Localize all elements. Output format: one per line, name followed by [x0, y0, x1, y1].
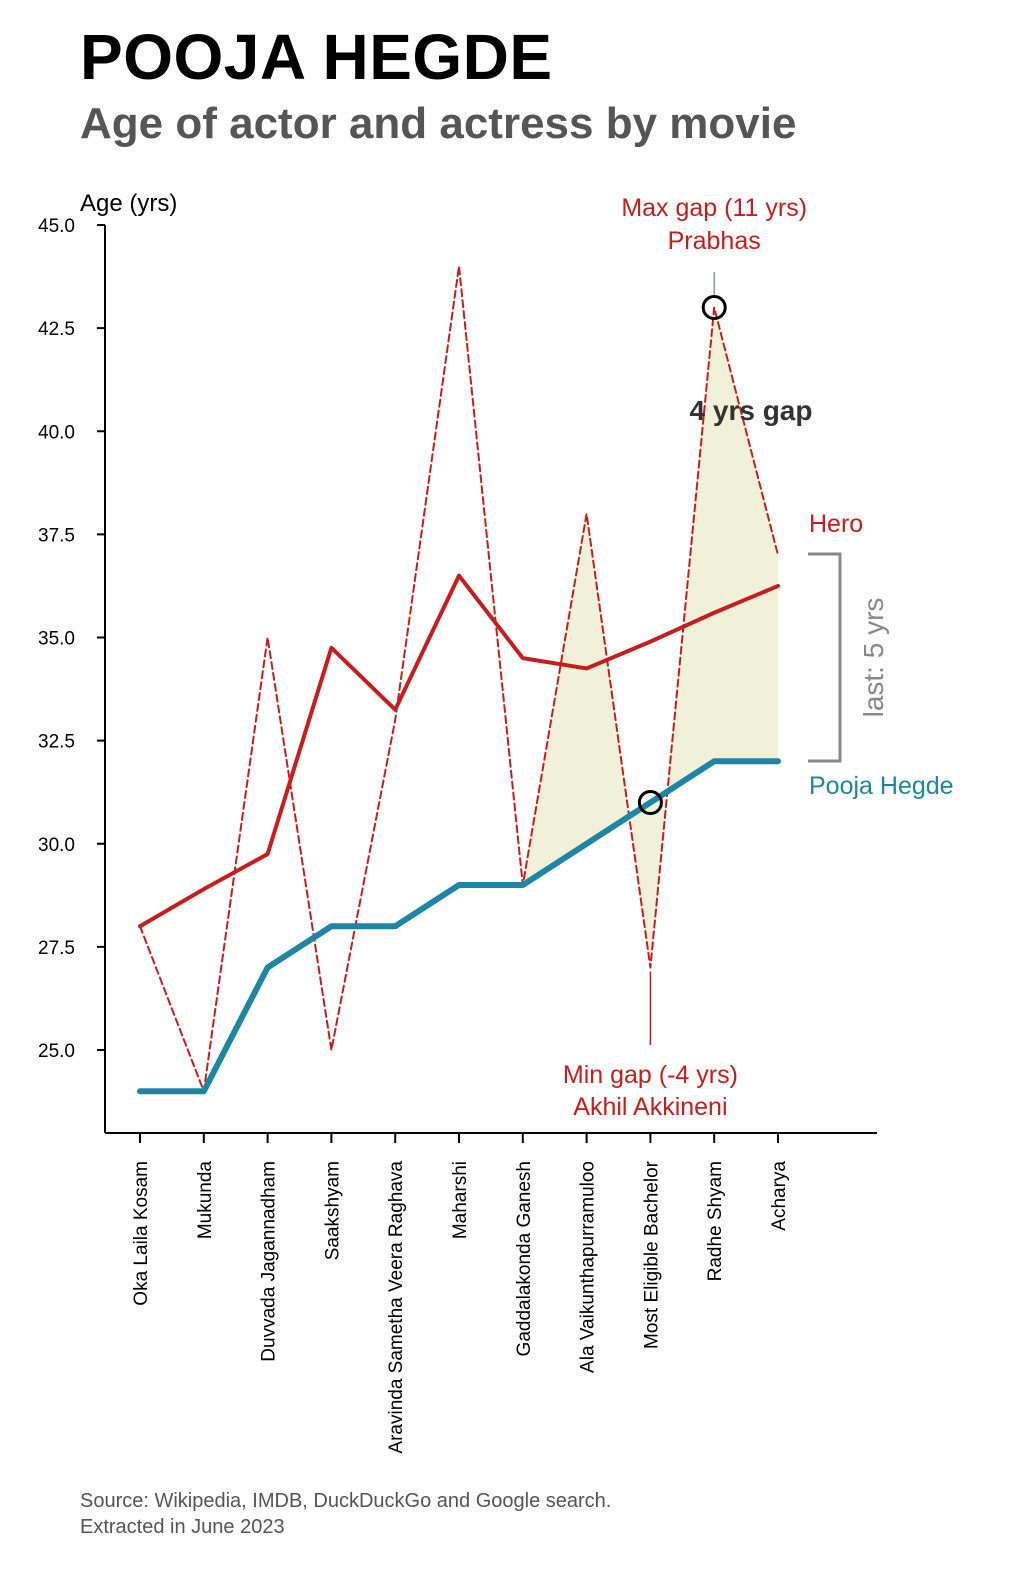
y-tick-label: 35.0	[38, 629, 75, 650]
y-tick-label: 40.0	[38, 422, 75, 443]
min-gap-name: Akhil Akkineni	[573, 1093, 727, 1121]
actress-series-label: Pooja Hegde	[809, 772, 954, 800]
last-gap-label: last: 5 yrs	[858, 598, 889, 718]
min-gap-marker	[637, 790, 663, 815]
chart-subtitle: Age of actor and actress by movie	[80, 99, 797, 148]
hero-series-label: Hero	[809, 510, 863, 538]
x-tick-label: Aravinda Sametha Veera Raghava	[386, 1161, 407, 1454]
gap-fill-layer	[522, 307, 778, 968]
x-tick-label: Gaddalakonda Ganesh	[514, 1161, 535, 1356]
chart-canvas: 25.0 27.5 30.0 32.5 35.0 37.5 40.0 42.5 45.0Age …	[38, 190, 954, 1454]
annotation-layer: Max gap (11 yrs) Prabhas Min gap (-4 yrs) A…	[563, 194, 954, 1121]
x-tick-label: Duvvada Jagannadham	[259, 1161, 280, 1362]
y-tick-label: 25.0	[38, 1041, 75, 1062]
x-tick-label: Radhe Shyam	[705, 1161, 726, 1281]
avg-gap-label: 4 yrs gap	[690, 395, 813, 426]
max-gap-label: Max gap (11 yrs)	[621, 194, 807, 222]
y-tick-label: 37.5	[38, 525, 75, 546]
last-gap-bracket	[808, 552, 842, 763]
y-tick-label: 42.5	[38, 319, 75, 340]
x-tick-label: Maharshi	[450, 1161, 471, 1239]
x-tick-label: Saakshyam	[322, 1161, 343, 1260]
min-gap-label: Min gap (-4 yrs)	[563, 1061, 738, 1089]
chart-title: POOJA HEGDE	[80, 21, 553, 93]
y-tick-label: 30.0	[38, 835, 75, 856]
hero-age-line	[139, 265, 779, 1093]
max-gap-marker	[701, 295, 727, 320]
x-tick-label: Acharya	[769, 1161, 790, 1231]
gap-fill-area	[522, 307, 778, 968]
source-line-2: Extracted in June 2023	[80, 1516, 285, 1538]
series-layer	[137, 265, 781, 1095]
max-gap-name: Prabhas	[668, 227, 761, 255]
x-tick-label: Most Eligible Bachelor	[641, 1160, 662, 1349]
x-tick-label: Oka Laila Kosam	[131, 1161, 152, 1306]
x-tick-label: Mukunda	[195, 1161, 216, 1240]
y-axis-label: Age (yrs)	[80, 190, 177, 217]
actress-age-line	[137, 758, 781, 1095]
hero-trend-line	[138, 573, 780, 929]
source-note: Source: Wikipedia, IMDB, DuckDuckGo and …	[80, 1488, 611, 1540]
y-tick-label: 45.0	[38, 216, 75, 237]
y-tick-label: 27.5	[38, 938, 75, 959]
y-tick-label: 32.5	[38, 732, 75, 753]
x-tick-label: Ala Vaikunthapurramuloo	[578, 1161, 599, 1373]
source-line-1: Source: Wikipedia, IMDB, DuckDuckGo and …	[80, 1490, 612, 1512]
axes-layer: 25.0 27.5 30.0 32.5 35.0 37.5 40.0 42.5 45.0Age …	[38, 190, 877, 1454]
